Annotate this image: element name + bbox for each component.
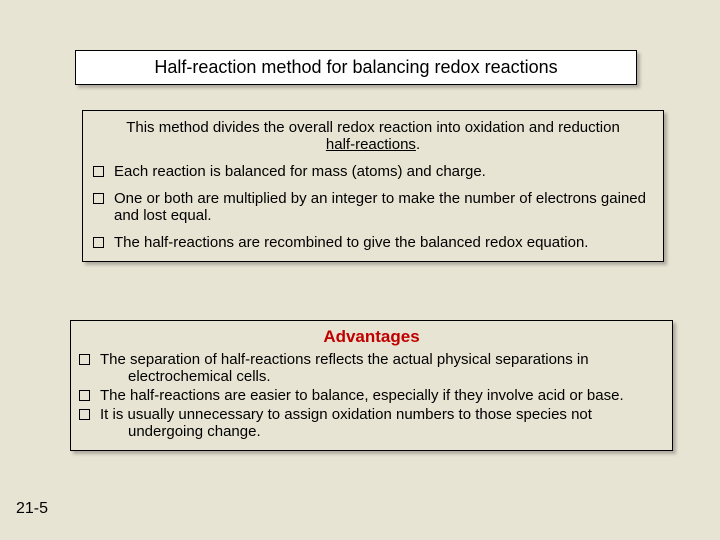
bullet-text: The half-reactions are recombined to giv… (114, 234, 653, 251)
title-box: Half-reaction method for balancing redox… (75, 50, 637, 85)
main-content-box: This method divides the overall redox re… (82, 110, 664, 262)
advantages-heading: Advantages (79, 327, 664, 347)
advantage-text: It is usually unnecessary to assign oxid… (100, 406, 664, 440)
square-bullet-icon (79, 409, 90, 420)
advantages-box: Advantages The separation of half-reacti… (70, 320, 673, 451)
bullet-item: One or both are multiplied by an integer… (93, 190, 653, 224)
square-bullet-icon (93, 166, 104, 177)
bullet-item: The half-reactions are recombined to giv… (93, 234, 653, 251)
intro-underline: half-reactions (326, 136, 416, 153)
intro-post: . (416, 136, 420, 153)
bullet-text: Each reaction is balanced for mass (atom… (114, 163, 653, 180)
square-bullet-icon (93, 193, 104, 204)
advantage-item: It is usually unnecessary to assign oxid… (79, 406, 664, 440)
page-number: 21-5 (16, 500, 48, 518)
intro-pre: This method divides the overall redox re… (126, 119, 620, 136)
bullet-text: One or both are multiplied by an integer… (114, 190, 653, 224)
intro-text: This method divides the overall redox re… (93, 119, 653, 153)
bullet-item: Each reaction is balanced for mass (atom… (93, 163, 653, 180)
square-bullet-icon (79, 354, 90, 365)
advantage-text: The separation of half-reactions reflect… (100, 351, 664, 385)
advantage-text: The half-reactions are easier to balance… (100, 387, 664, 404)
square-bullet-icon (79, 390, 90, 401)
slide-title: Half-reaction method for balancing redox… (154, 57, 557, 77)
square-bullet-icon (93, 237, 104, 248)
advantage-item: The separation of half-reactions reflect… (79, 351, 664, 385)
advantage-item: The half-reactions are easier to balance… (79, 387, 664, 404)
